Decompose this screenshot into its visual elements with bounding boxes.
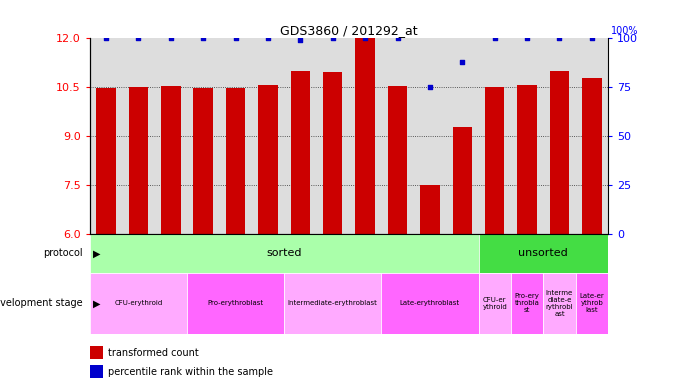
- Point: [522, 35, 533, 41]
- Bar: [90, 273, 187, 334]
- Bar: [284, 273, 381, 334]
- Text: sorted: sorted: [267, 248, 302, 258]
- Point: [554, 35, 565, 41]
- Text: protocol: protocol: [44, 248, 83, 258]
- Point: [295, 37, 306, 43]
- Bar: [193, 88, 213, 234]
- Text: 100%: 100%: [611, 26, 638, 36]
- Bar: [550, 71, 569, 234]
- Point: [133, 35, 144, 41]
- Title: GDS3860 / 201292_at: GDS3860 / 201292_at: [280, 24, 418, 37]
- Bar: [161, 86, 180, 234]
- Bar: [258, 85, 278, 234]
- Bar: [420, 185, 439, 234]
- Point: [424, 84, 435, 91]
- Text: Intermediate-erythroblast: Intermediate-erythroblast: [288, 300, 378, 306]
- Point: [263, 35, 274, 41]
- Bar: [478, 273, 511, 334]
- Bar: [381, 273, 478, 334]
- Point: [359, 35, 370, 41]
- Text: unsorted: unsorted: [518, 248, 568, 258]
- Text: transformed count: transformed count: [108, 348, 199, 358]
- Point: [587, 35, 598, 41]
- Text: CFU-er
ythroid: CFU-er ythroid: [482, 297, 507, 310]
- Bar: [582, 78, 602, 234]
- Bar: [129, 88, 148, 234]
- Bar: [291, 71, 310, 234]
- Text: Late-erythroblast: Late-erythroblast: [400, 300, 460, 306]
- Bar: [576, 273, 608, 334]
- Bar: [323, 72, 343, 234]
- Text: ▶: ▶: [93, 298, 101, 308]
- Bar: [96, 88, 115, 234]
- Bar: [478, 234, 608, 273]
- Point: [198, 35, 209, 41]
- Bar: [90, 346, 103, 359]
- Bar: [90, 365, 103, 378]
- Text: development stage: development stage: [0, 298, 83, 308]
- Text: percentile rank within the sample: percentile rank within the sample: [108, 367, 273, 377]
- Text: Late-er
ythrob
last: Late-er ythrob last: [580, 293, 604, 313]
- Point: [230, 35, 241, 41]
- Text: Interme
diate-e
rythrobl
ast: Interme diate-e rythrobl ast: [546, 290, 574, 317]
- Point: [457, 59, 468, 65]
- Bar: [90, 234, 478, 273]
- Bar: [485, 88, 504, 234]
- Text: ▶: ▶: [93, 248, 101, 258]
- Bar: [453, 127, 472, 234]
- Bar: [187, 273, 284, 334]
- Point: [100, 35, 111, 41]
- Text: Pro-erythroblast: Pro-erythroblast: [207, 300, 264, 306]
- Bar: [518, 85, 537, 234]
- Text: CFU-erythroid: CFU-erythroid: [114, 300, 162, 306]
- Point: [328, 35, 339, 41]
- Point: [165, 35, 176, 41]
- Point: [489, 35, 500, 41]
- Point: [392, 35, 403, 41]
- Bar: [543, 273, 576, 334]
- Bar: [511, 273, 543, 334]
- Text: Pro-ery
throbla
st: Pro-ery throbla st: [515, 293, 540, 313]
- Bar: [388, 86, 407, 234]
- Bar: [355, 38, 375, 234]
- Bar: [226, 88, 245, 234]
